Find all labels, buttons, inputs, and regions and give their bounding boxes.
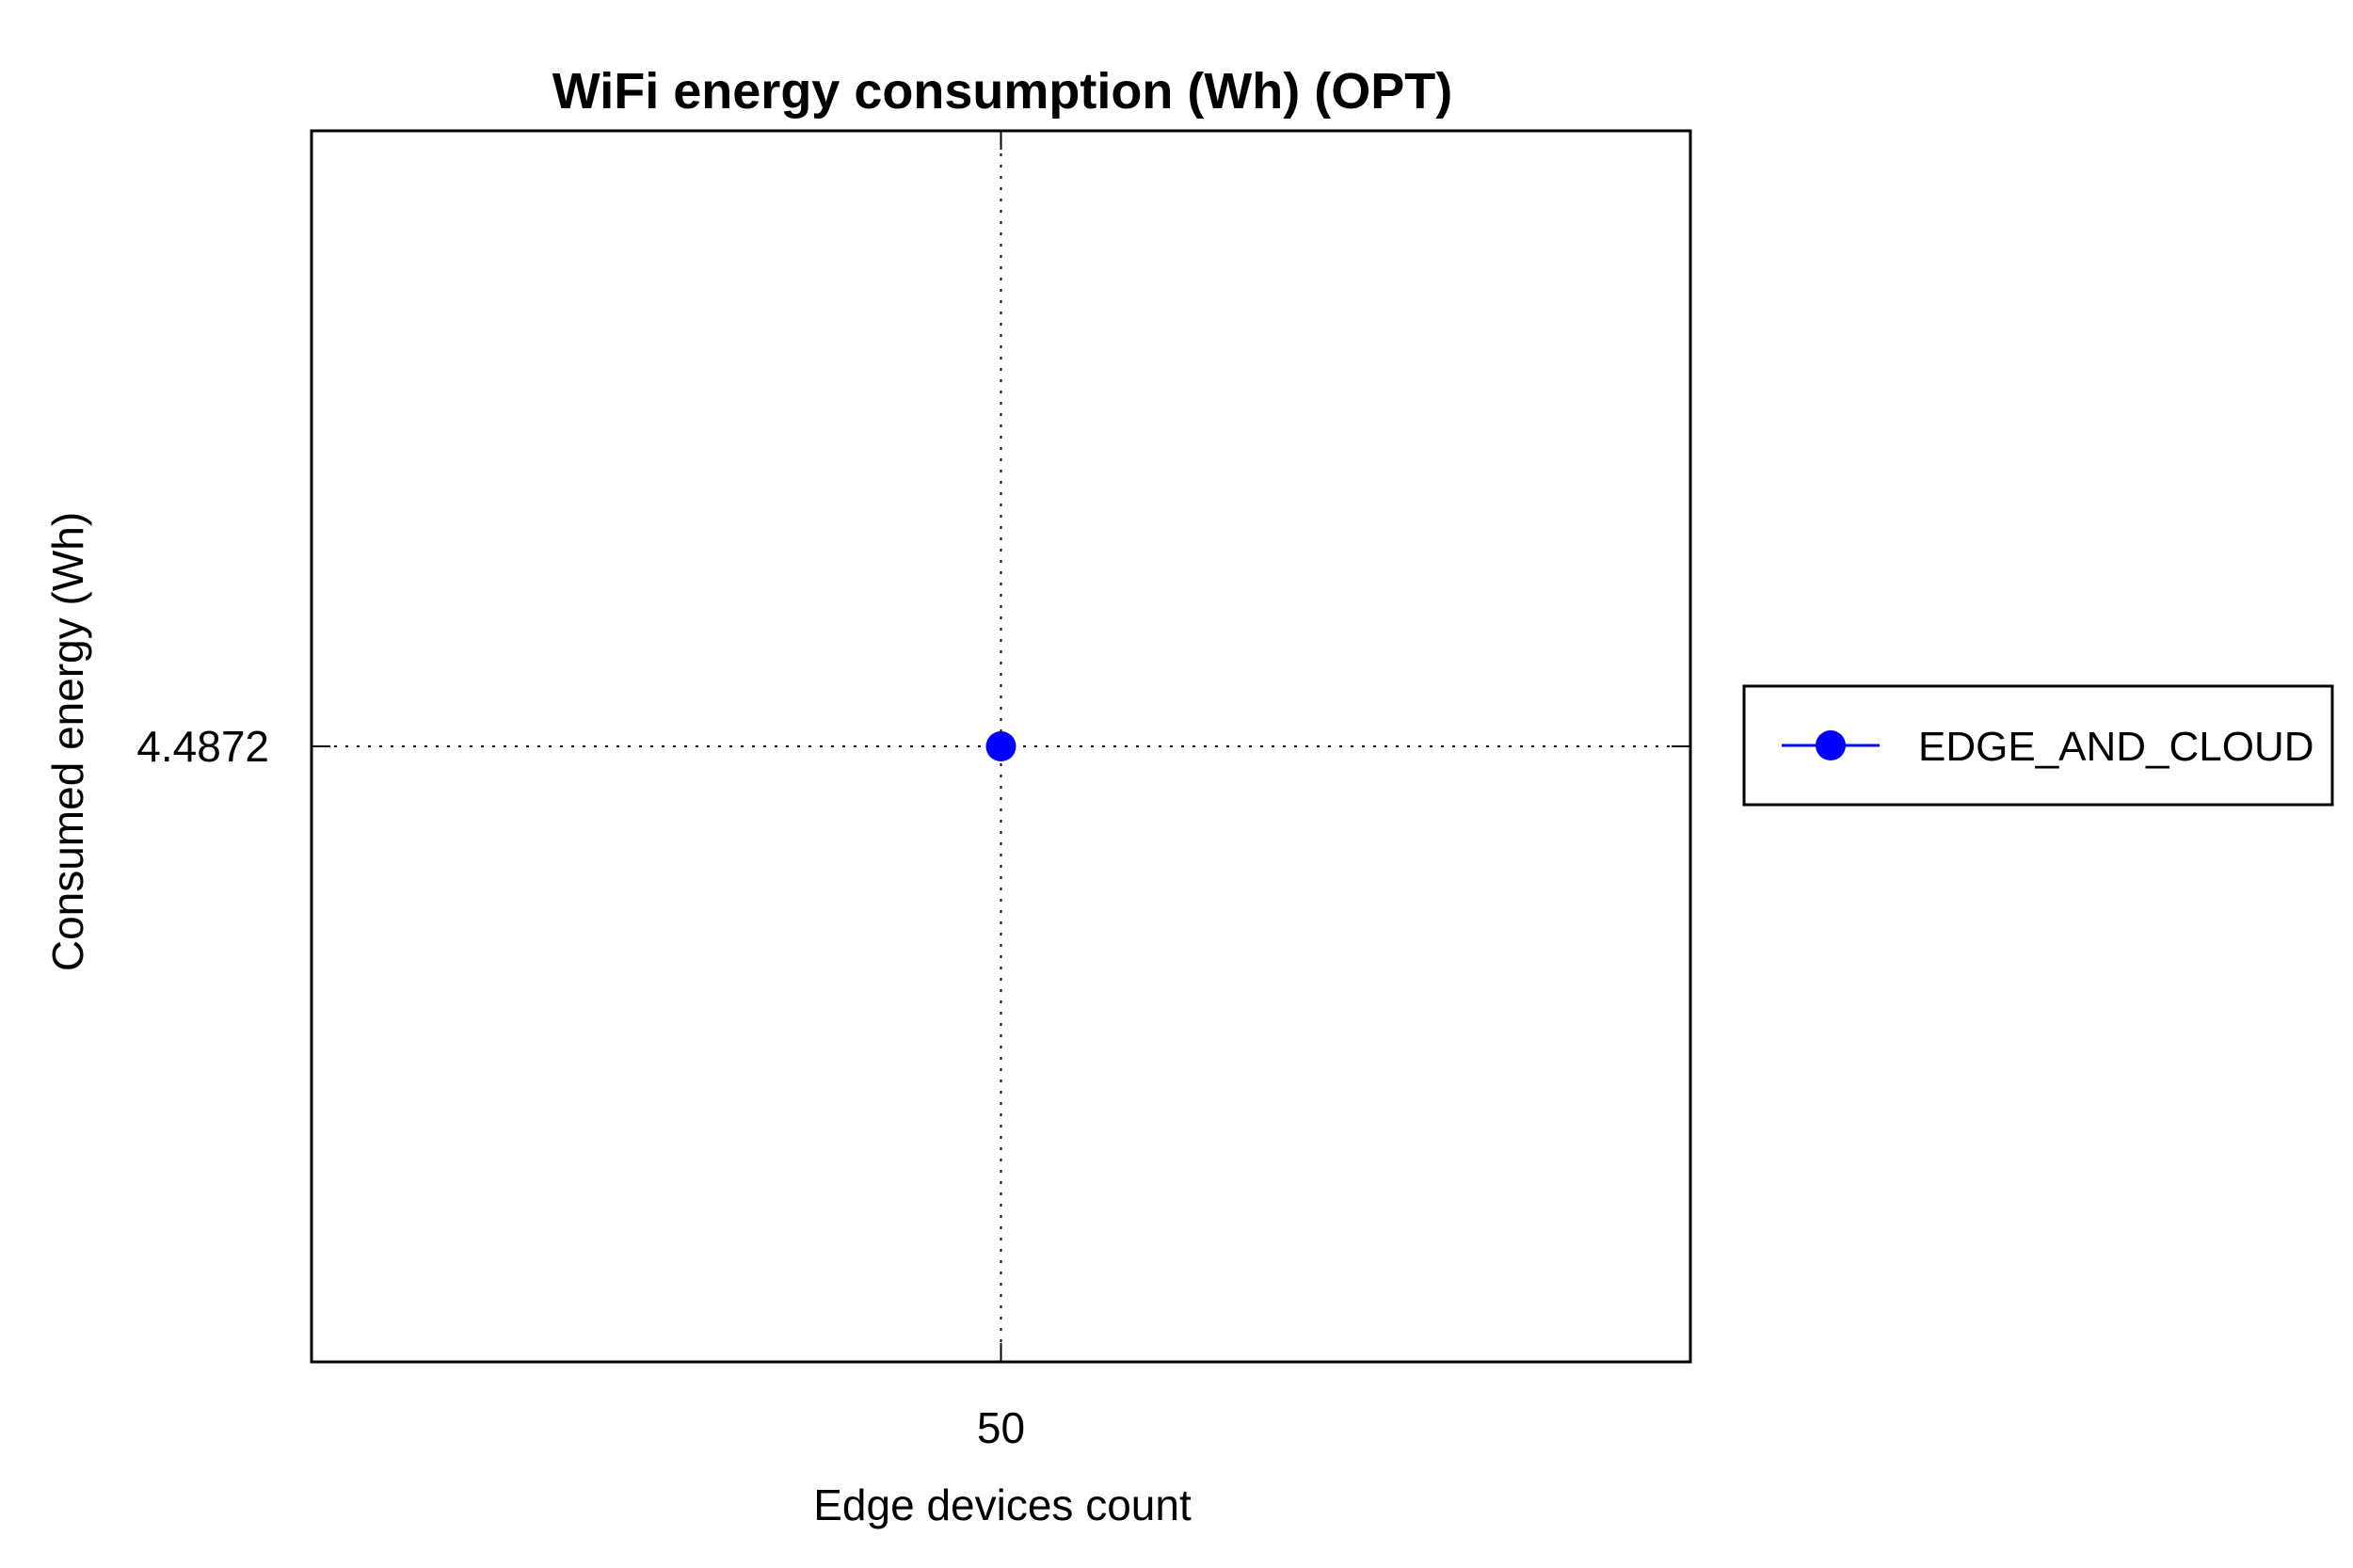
chart-title: WiFi energy consumption (Wh) (OPT)	[552, 63, 1452, 120]
x-tick-label: 50	[977, 1403, 1025, 1452]
legend: EDGE_AND_CLOUD	[1742, 684, 2334, 807]
tick-layer: 50 4.4872	[136, 131, 1690, 1452]
x-axis-label: Edge devices count	[813, 1480, 1192, 1529]
legend-marker	[1816, 730, 1846, 760]
data-point	[985, 731, 1016, 761]
y-axis-label: Consumed energy (Wh)	[43, 512, 92, 971]
series-layer	[985, 731, 1016, 761]
y-tick-label: 4.4872	[136, 722, 269, 771]
legend-entry-label: EDGE_AND_CLOUD	[1918, 724, 2314, 770]
plot-frame	[310, 129, 1692, 1364]
